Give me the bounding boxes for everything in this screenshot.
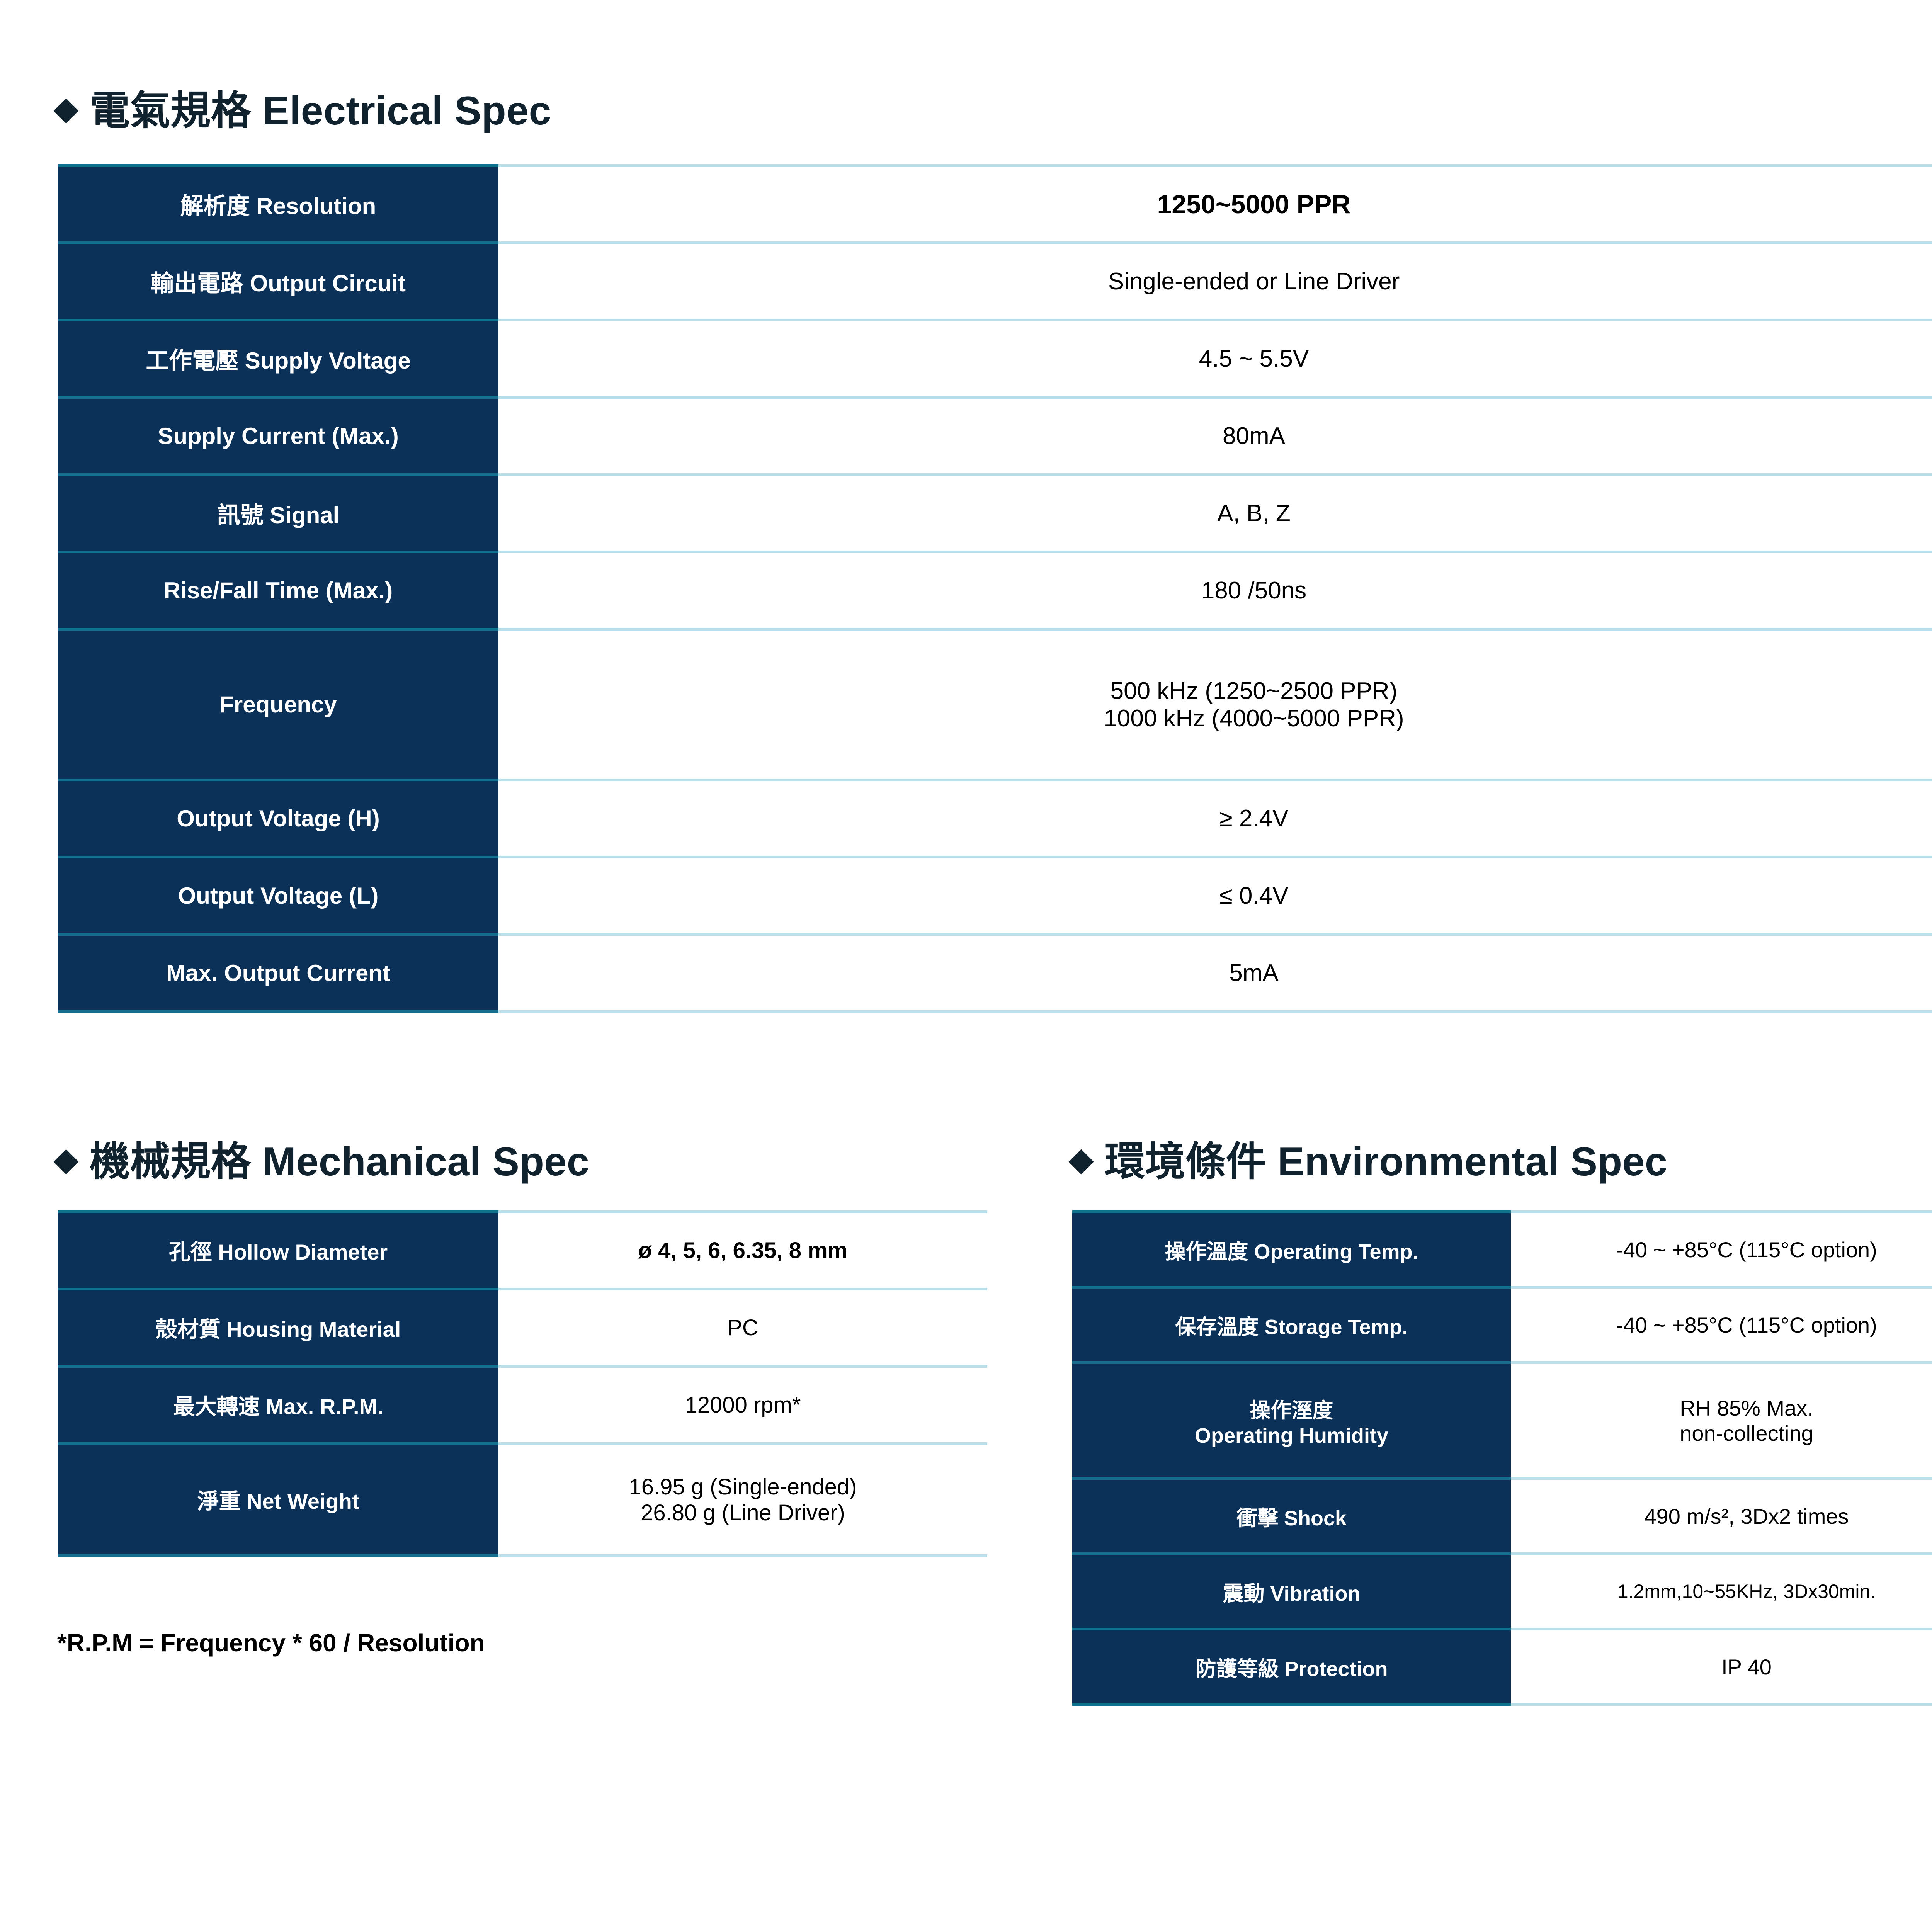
row-label: 工作電壓 Supply Voltage [58, 319, 498, 398]
table-row: Output Voltage (L) ≤ 0.4V [58, 856, 1932, 935]
table-row: 輸出電路 Output Circuit Single-ended or Line… [58, 241, 1932, 320]
table-row: Supply Current (Max.) 80mA [58, 396, 1932, 475]
row-label: 震動 Vibration [1072, 1552, 1511, 1629]
row-label: 最大轉速 Max. R.P.M. [58, 1365, 498, 1444]
table-row: Frequency 500 kHz (1250~2500 PPR) 1000 k… [58, 628, 1932, 780]
electrical-spec-table: 解析度 Resolution 1250~5000 PPR 輸出電路 Output… [58, 164, 1932, 1013]
row-label-line-2: Operating Humidity [1194, 1424, 1389, 1447]
row-value: IP 40 [1511, 1628, 1932, 1706]
row-value: 180 /50ns [498, 551, 1932, 629]
row-value: -40 ~ +85°C (115°C option) [1511, 1286, 1932, 1363]
table-row: 操作溼度 Operating Humidity RH 85% Max. non-… [1072, 1361, 1932, 1479]
row-value: ø 4, 5, 6, 6.35, 8 mm [498, 1210, 987, 1289]
section-heading-mechanical: 機械規格 Mechanical Spec [53, 1139, 590, 1184]
row-label: Output Voltage (H) [58, 779, 498, 857]
row-value-line-1: RH 85% Max. [1680, 1396, 1813, 1420]
row-value: 1250~5000 PPR [498, 164, 1932, 243]
row-value: 16.95 g (Single-ended) 26.80 g (Line Dri… [498, 1442, 987, 1557]
row-value: 12000 rpm* [498, 1365, 987, 1444]
row-label: 孔徑 Hollow Diameter [58, 1210, 498, 1289]
environmental-spec-table: 操作溫度 Operating Temp. -40 ~ +85°C (115°C … [1072, 1210, 1932, 1706]
rpm-formula-footnote: *R.P.M = Frequency * 60 / Resolution [57, 1629, 485, 1657]
table-row: 震動 Vibration 1.2mm,10~55KHz, 3Dx30min. [1072, 1552, 1932, 1629]
row-value-line-1: 500 kHz (1250~2500 PPR) [1110, 677, 1398, 704]
row-value: 1.2mm,10~55KHz, 3Dx30min. [1511, 1552, 1932, 1629]
row-label: 殼材質 Housing Material [58, 1288, 498, 1367]
mechanical-spec-table: 孔徑 Hollow Diameter ø 4, 5, 6, 6.35, 8 mm… [58, 1210, 987, 1557]
table-row: Output Voltage (H) ≥ 2.4V [58, 779, 1932, 857]
table-row: 殼材質 Housing Material PC [58, 1288, 987, 1367]
row-value: 4.5 ~ 5.5V [498, 319, 1932, 398]
row-label: 操作溫度 Operating Temp. [1072, 1210, 1511, 1287]
row-label: 保存溫度 Storage Temp. [1072, 1286, 1511, 1363]
row-label: Supply Current (Max.) [58, 396, 498, 475]
table-row: Max. Output Current 5mA [58, 933, 1932, 1013]
row-label: 防護等級 Protection [1072, 1628, 1511, 1706]
diamond-bullet-icon [1068, 1149, 1094, 1175]
diamond-bullet-icon [53, 1149, 79, 1175]
row-value-line-1: 16.95 g (Single-ended) [629, 1474, 857, 1499]
row-value: Single-ended or Line Driver [498, 241, 1932, 320]
row-value: ≤ 0.4V [498, 856, 1932, 935]
section-title-environmental: 環境條件 Environmental Spec [1105, 1139, 1668, 1184]
section-heading-electrical: 電氣規格 Electrical Spec [53, 88, 551, 133]
table-row: 防護等級 Protection IP 40 [1072, 1628, 1932, 1706]
row-label: 解析度 Resolution [58, 164, 498, 243]
row-label: 操作溼度 Operating Humidity [1072, 1361, 1511, 1479]
row-label-line-1: 操作溼度 [1250, 1399, 1333, 1422]
row-value: A, B, Z [498, 473, 1932, 552]
row-value: 5mA [498, 933, 1932, 1013]
row-label: Output Voltage (L) [58, 856, 498, 935]
table-row: 淨重 Net Weight 16.95 g (Single-ended) 26.… [58, 1442, 987, 1557]
row-value-line-2: non-collecting [1680, 1421, 1813, 1445]
row-value: 80mA [498, 396, 1932, 475]
section-title-electrical: 電氣規格 Electrical Spec [90, 88, 551, 133]
table-row: 解析度 Resolution 1250~5000 PPR [58, 164, 1932, 243]
row-value: PC [498, 1288, 987, 1367]
table-row: 訊號 Signal A, B, Z [58, 473, 1932, 552]
diamond-bullet-icon [53, 98, 79, 124]
row-label: 淨重 Net Weight [58, 1442, 498, 1557]
table-row: 保存溫度 Storage Temp. -40 ~ +85°C (115°C op… [1072, 1286, 1932, 1363]
table-row: 孔徑 Hollow Diameter ø 4, 5, 6, 6.35, 8 mm [58, 1210, 987, 1289]
row-value: -40 ~ +85°C (115°C option) [1511, 1210, 1932, 1287]
row-label: 衝擊 Shock [1072, 1477, 1511, 1554]
table-row: 最大轉速 Max. R.P.M. 12000 rpm* [58, 1365, 987, 1444]
row-value-line-2: 26.80 g (Line Driver) [641, 1500, 845, 1525]
row-value: RH 85% Max. non-collecting [1511, 1361, 1932, 1479]
table-row: Rise/Fall Time (Max.) 180 /50ns [58, 551, 1932, 629]
row-label: Frequency [58, 628, 498, 780]
row-value: 500 kHz (1250~2500 PPR) 1000 kHz (4000~5… [498, 628, 1932, 780]
section-title-mechanical: 機械規格 Mechanical Spec [90, 1139, 590, 1184]
row-label: 訊號 Signal [58, 473, 498, 552]
table-row: 衝擊 Shock 490 m/s², 3Dx2 times [1072, 1477, 1932, 1554]
row-label: 輸出電路 Output Circuit [58, 241, 498, 320]
row-value: 490 m/s², 3Dx2 times [1511, 1477, 1932, 1554]
row-value: ≥ 2.4V [498, 779, 1932, 857]
row-label: Max. Output Current [58, 933, 498, 1013]
row-value-line-2: 1000 kHz (4000~5000 PPR) [1104, 705, 1404, 732]
table-row: 工作電壓 Supply Voltage 4.5 ~ 5.5V [58, 319, 1932, 398]
section-heading-environmental: 環境條件 Environmental Spec [1068, 1139, 1668, 1184]
row-label: Rise/Fall Time (Max.) [58, 551, 498, 629]
table-row: 操作溫度 Operating Temp. -40 ~ +85°C (115°C … [1072, 1210, 1932, 1287]
